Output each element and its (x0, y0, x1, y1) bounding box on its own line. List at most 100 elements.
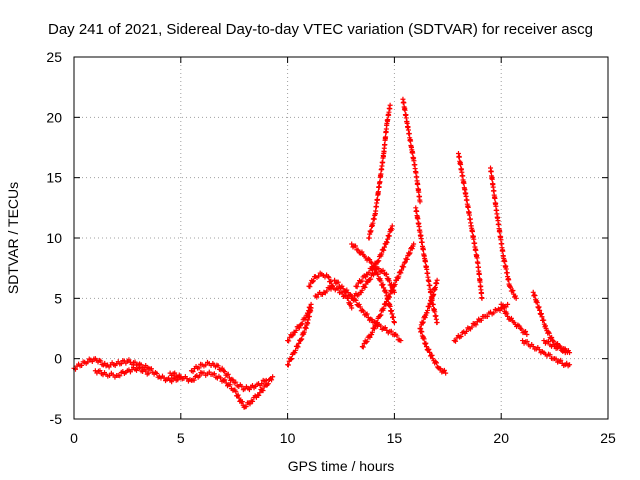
trace-marker (398, 270, 404, 276)
trace-marker (542, 323, 548, 329)
trace-marker (474, 319, 480, 325)
series-trace-y (541, 338, 573, 356)
trace-marker (317, 270, 323, 276)
trace-marker (91, 356, 97, 362)
trace-marker (80, 359, 86, 365)
trace-marker (462, 186, 468, 192)
trace-marker (240, 387, 246, 393)
trace-marker (375, 189, 381, 195)
trace-marker (367, 334, 373, 340)
trace-marker (225, 371, 231, 377)
trace-marker (392, 281, 398, 287)
trace-marker (301, 329, 307, 335)
y-tick-label: 25 (46, 49, 62, 65)
trace-marker (430, 302, 436, 308)
trace-marker (417, 227, 423, 233)
trace-marker (419, 329, 425, 335)
trace-marker (369, 329, 375, 335)
trace-marker (389, 226, 395, 232)
trace-marker (421, 336, 427, 342)
trace-marker (404, 256, 410, 262)
trace-marker (377, 179, 383, 185)
trace-marker (497, 229, 503, 235)
y-tick-label: -5 (50, 411, 63, 427)
chart-title: Day 241 of 2021, Sidereal Day-to-day VTE… (48, 21, 593, 38)
trace-marker (112, 363, 118, 369)
trace-marker (408, 144, 414, 150)
trace-marker (219, 378, 225, 384)
trace-marker (474, 255, 480, 261)
trace-marker (374, 196, 380, 202)
trace-marker (539, 349, 545, 355)
trace-marker (354, 284, 360, 290)
trace-marker (380, 159, 386, 165)
trace-marker (477, 279, 483, 285)
trace-marker (364, 311, 370, 317)
trace-marker (415, 181, 421, 187)
trace-marker (461, 180, 467, 186)
trace-marker (353, 297, 359, 303)
series-trace-e (285, 305, 314, 368)
trace-marker (479, 295, 485, 301)
trace-marker (409, 246, 415, 252)
trace-marker (545, 338, 551, 344)
trace-marker (265, 381, 271, 387)
trace-marker (434, 281, 440, 287)
trace-marker (501, 304, 507, 310)
trace-marker (256, 392, 262, 398)
trace-marker (203, 362, 209, 368)
trace-marker (285, 362, 291, 368)
trace-marker (328, 278, 334, 284)
trace-marker (553, 356, 559, 362)
trace-marker (361, 308, 367, 314)
trace-marker (427, 349, 433, 355)
trace-marker (502, 258, 508, 264)
trace-marker (353, 243, 359, 249)
trace-marker (144, 365, 150, 371)
trace-marker (347, 292, 353, 298)
trace-marker (227, 382, 233, 388)
y-tick-label: 20 (46, 109, 62, 125)
trace-marker (293, 347, 299, 353)
trace-marker (169, 379, 175, 385)
trace-marker (489, 176, 495, 182)
trace-marker (458, 161, 464, 167)
trace-marker (416, 189, 422, 195)
trace-marker (423, 340, 429, 346)
trace-marker (132, 359, 138, 365)
trace-marker (384, 271, 390, 277)
trace-marker (473, 322, 479, 328)
trace-marker (420, 320, 426, 326)
trace-marker (235, 392, 241, 398)
trace-marker (434, 320, 440, 326)
data-point (308, 301, 314, 307)
trace-marker (359, 287, 365, 293)
trace-marker (307, 284, 313, 290)
trace-marker (247, 401, 253, 407)
series-trace-b (92, 365, 152, 380)
trace-marker (380, 267, 386, 273)
trace-marker (536, 304, 542, 310)
trace-marker (397, 337, 403, 343)
y-tick-label: 0 (54, 351, 62, 367)
trace-marker (423, 259, 429, 265)
trace-marker (123, 360, 129, 366)
trace-marker (453, 338, 459, 344)
trace-marker (506, 277, 512, 283)
trace-marker (223, 380, 229, 386)
x-tick-label: 25 (600, 430, 616, 446)
trace-marker (137, 365, 143, 371)
trace-marker (360, 252, 366, 258)
trace-marker (176, 372, 182, 378)
trace-marker (561, 345, 567, 351)
trace-marker (118, 361, 124, 367)
trace-marker (269, 377, 275, 383)
trace-marker (303, 324, 309, 330)
trace-marker (366, 269, 372, 275)
trace-marker (373, 208, 379, 214)
trace-marker (369, 317, 375, 323)
trace-marker (387, 106, 393, 112)
trace-marker (484, 314, 490, 320)
trace-marker (401, 100, 407, 106)
